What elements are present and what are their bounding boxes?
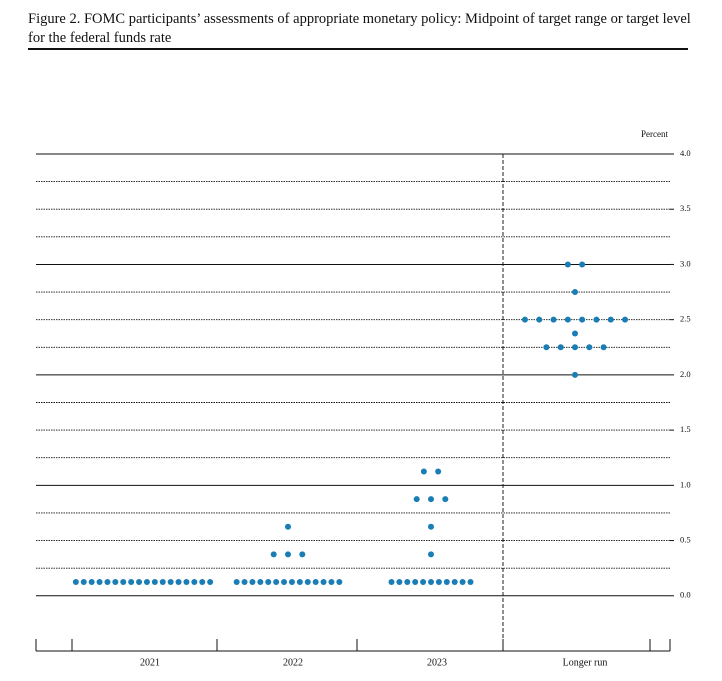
dot: [175, 578, 182, 585]
dot: [257, 578, 264, 585]
dot: [112, 578, 119, 585]
dot: [459, 578, 466, 585]
dot: [572, 371, 578, 378]
dot: [388, 578, 395, 585]
dot: [443, 578, 450, 585]
dot: [586, 344, 593, 351]
x-tick-label: 2021: [140, 657, 160, 668]
dot: [622, 316, 629, 323]
dot: [564, 316, 571, 323]
dot: [420, 468, 427, 475]
dot: [128, 578, 135, 585]
dot: [104, 578, 111, 585]
dot: [557, 344, 564, 351]
y-tick-label: 2.5: [680, 314, 691, 324]
dot: [420, 578, 427, 585]
dot: [600, 344, 607, 351]
dot: [265, 578, 272, 585]
dot: [120, 578, 127, 585]
y-tick-label: 3.0: [680, 258, 691, 268]
dot: [579, 261, 586, 268]
dot: [442, 496, 449, 503]
dot: [396, 578, 403, 585]
dot: [428, 578, 434, 585]
dot: [320, 578, 327, 585]
dot: [136, 578, 143, 585]
dot: [304, 578, 311, 585]
dot: [299, 551, 306, 558]
dot: [312, 578, 319, 585]
dot: [273, 578, 280, 585]
dot: [564, 261, 571, 268]
x-tick-label: Longer run: [563, 657, 608, 668]
dot: [207, 578, 214, 585]
dot: [285, 551, 291, 558]
y-tick-label: 2.0: [680, 369, 691, 379]
dot: [572, 289, 578, 296]
y-tick-label: 4.0: [680, 148, 691, 158]
dot: [159, 578, 166, 585]
dot: [233, 578, 240, 585]
y-tick-label: 1.5: [680, 424, 691, 434]
dot: [579, 316, 586, 323]
dot: [285, 523, 291, 530]
dot: [428, 523, 434, 530]
dot: [72, 578, 79, 585]
dot: [428, 496, 434, 503]
dot: [328, 578, 335, 585]
dot: [467, 578, 474, 585]
dot: [521, 316, 528, 323]
dot: [281, 578, 288, 585]
y-tick-label: 0.0: [680, 590, 691, 600]
dot: [167, 578, 174, 585]
dot: [151, 578, 158, 585]
x-tick-label: 2023: [427, 657, 447, 668]
dot: [270, 551, 277, 558]
title-rule: [28, 48, 688, 50]
dot: [412, 578, 419, 585]
dot: [451, 578, 458, 585]
dot: [88, 578, 95, 585]
dot: [428, 551, 434, 558]
y-axis-label: Percent: [641, 129, 668, 139]
y-tick-label: 1.0: [680, 479, 691, 489]
dot: [249, 578, 256, 585]
dot: [550, 316, 557, 323]
dot: [183, 578, 190, 585]
dot: [435, 468, 442, 475]
y-tick-label: 0.5: [680, 535, 691, 545]
dot: [191, 578, 198, 585]
dot: [296, 578, 303, 585]
chart-title: Figure 2. FOMC participants’ assessments…: [28, 11, 691, 46]
dot: [435, 578, 442, 585]
dot: [96, 578, 103, 585]
y-tick-label: 3.5: [680, 203, 691, 213]
dot: [593, 316, 600, 323]
dot: [536, 316, 543, 323]
dot: [543, 344, 550, 351]
dot: [572, 344, 578, 351]
dot: [288, 578, 295, 585]
dot: [336, 578, 343, 585]
dot: [607, 316, 614, 323]
dot: [80, 578, 87, 585]
dot: [199, 578, 206, 585]
dot: [143, 578, 150, 585]
dot: [413, 496, 420, 503]
dot: [572, 330, 578, 337]
dot: [404, 578, 411, 585]
dot: [241, 578, 248, 585]
x-tick-label: 2022: [283, 657, 303, 668]
